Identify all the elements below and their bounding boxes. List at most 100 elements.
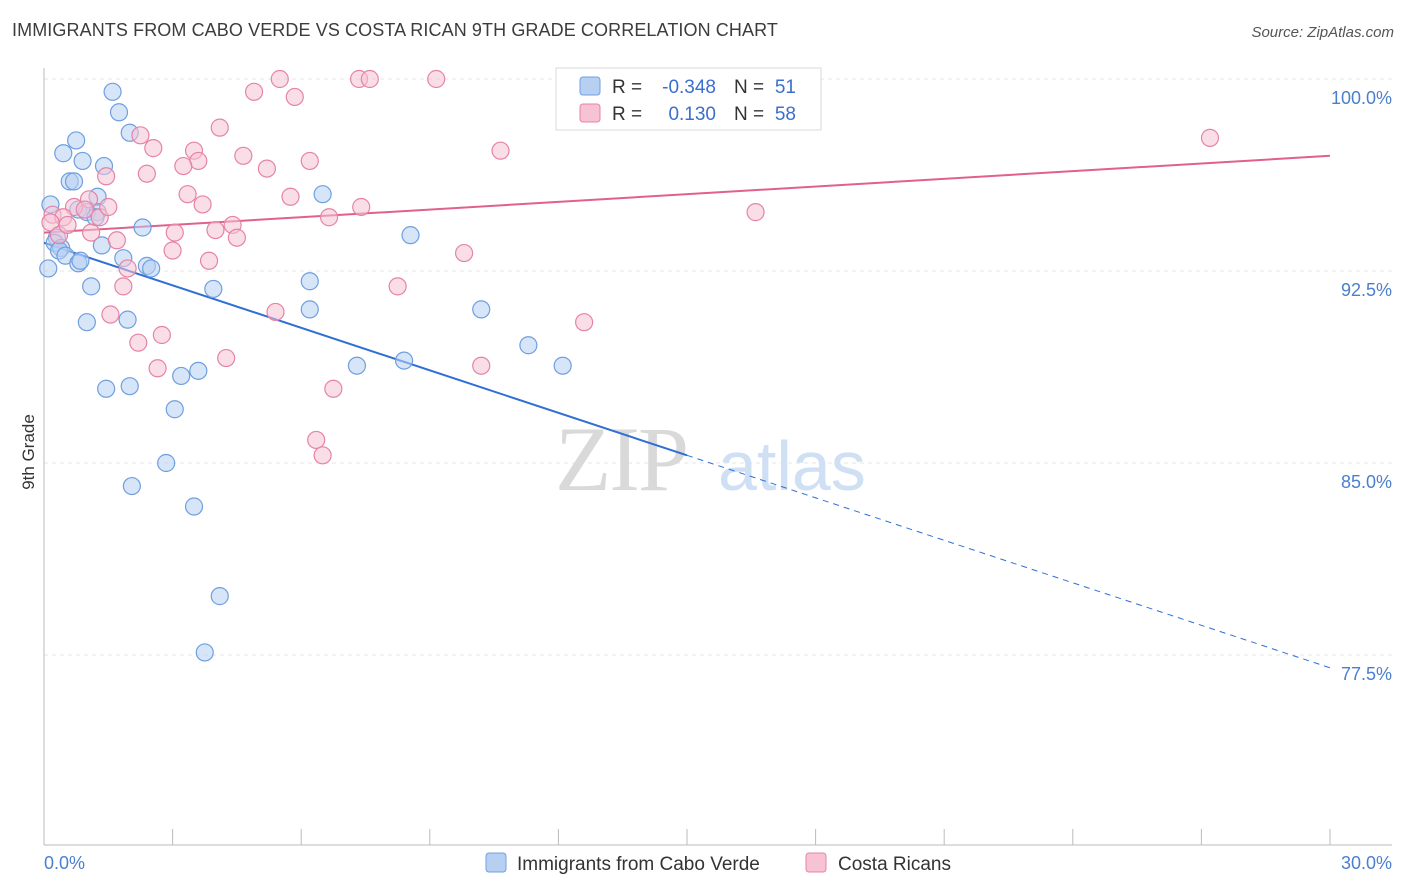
- point-cabo-verde: [157, 453, 176, 473]
- point-cabo-verde: [133, 218, 152, 237]
- point-costa-rican: [174, 156, 193, 176]
- point-costa-rican: [206, 220, 225, 240]
- point-costa-rican: [148, 359, 167, 378]
- point-costa-rican: [178, 185, 197, 204]
- point-cabo-verde: [120, 377, 139, 396]
- point-cabo-verde: [39, 259, 58, 278]
- y-tick-label: 85.0%: [1341, 472, 1392, 492]
- point-costa-rican: [491, 141, 510, 160]
- point-cabo-verde: [97, 379, 116, 398]
- point-cabo-verde: [394, 351, 414, 370]
- point-costa-rican: [227, 228, 246, 247]
- point-costa-rican: [97, 167, 116, 186]
- point-costa-rican: [388, 277, 407, 296]
- point-costa-rican: [163, 241, 182, 260]
- point-cabo-verde: [77, 313, 96, 332]
- point-costa-rican: [270, 69, 289, 89]
- axes: [43, 68, 1392, 846]
- point-cabo-verde: [401, 226, 420, 245]
- point-cabo-verde: [210, 587, 229, 606]
- point-costa-rican: [165, 223, 184, 242]
- point-costa-rican: [257, 159, 277, 178]
- y-tick-label: 77.5%: [1341, 664, 1392, 684]
- y-tick-labels: 77.5% 85.0% 92.5% 100.0%: [1331, 88, 1392, 684]
- trend-line-cabo-verde: [43, 241, 688, 457]
- point-cabo-verde: [54, 144, 73, 163]
- legend-label-costa-ricans: Costa Ricans: [838, 854, 951, 875]
- point-cabo-verde: [195, 643, 214, 662]
- point-cabo-verde: [165, 400, 184, 419]
- point-costa-rican: [144, 139, 163, 158]
- trend-lines: [43, 154, 1331, 669]
- stats-r-value-1: -0.348: [662, 77, 716, 98]
- point-costa-rican: [454, 243, 474, 263]
- y-tick-label: 100.0%: [1331, 88, 1392, 108]
- legend-label-cabo-verde: Immigrants from Cabo Verde: [517, 854, 760, 875]
- point-costa-rican: [746, 203, 765, 222]
- point-costa-rican: [75, 200, 94, 219]
- point-costa-rican: [152, 325, 171, 345]
- point-costa-rican: [58, 215, 77, 235]
- point-cabo-verde: [118, 310, 137, 329]
- point-costa-rican: [285, 87, 304, 107]
- point-cabo-verde: [204, 279, 223, 299]
- point-cabo-verde: [103, 82, 122, 101]
- y-axis-label: 9th Grade: [19, 414, 38, 490]
- point-cabo-verde: [347, 356, 367, 375]
- point-costa-rican: [472, 356, 491, 375]
- stats-n-label-1: N =: [734, 77, 764, 98]
- watermark-zip: ZIP: [555, 408, 687, 510]
- trend-line-costa-ricans: [43, 154, 1331, 234]
- point-costa-rican: [234, 146, 253, 165]
- point-costa-rican: [118, 259, 137, 278]
- point-costa-rican: [244, 82, 264, 101]
- point-costa-rican: [114, 277, 133, 296]
- stats-r-value-2: 0.130: [668, 104, 716, 125]
- stats-n-value-1: 51: [775, 77, 796, 98]
- point-cabo-verde: [313, 185, 332, 204]
- point-cabo-verde: [189, 361, 208, 380]
- source-credit: Source: ZipAtlas.com: [1251, 24, 1394, 41]
- series-legend: Immigrants from Cabo Verde Costa Ricans: [485, 852, 951, 875]
- x-tick-label: 0.0%: [44, 853, 85, 873]
- point-costa-rican: [137, 164, 156, 183]
- point-costa-rican: [217, 348, 236, 368]
- point-costa-rican: [107, 231, 126, 250]
- chart-title: IMMIGRANTS FROM CABO VERDE VS COSTA RICA…: [12, 20, 778, 40]
- trend-extension-cabo-verde: [686, 454, 1331, 669]
- point-costa-rican: [193, 195, 212, 214]
- point-costa-rican: [300, 151, 319, 171]
- stats-r-label-2: R =: [612, 104, 642, 125]
- point-cabo-verde: [67, 131, 86, 150]
- point-cabo-verde: [300, 272, 319, 291]
- point-costa-rican: [307, 430, 326, 450]
- point-cabo-verde: [172, 366, 191, 386]
- point-costa-rican: [281, 187, 300, 206]
- legend-swatch-cabo-verde: [485, 852, 507, 873]
- point-costa-rican: [129, 333, 148, 352]
- point-costa-rican: [360, 69, 379, 89]
- y-tick-label: 92.5%: [1341, 280, 1392, 300]
- point-costa-rican: [99, 197, 118, 217]
- point-costa-rican: [82, 223, 101, 242]
- point-cabo-verde: [553, 356, 572, 375]
- point-cabo-verde: [519, 336, 538, 355]
- stats-n-label-2: N =: [734, 104, 764, 125]
- point-cabo-verde: [184, 497, 204, 516]
- x-tick-labels: 0.0% 30.0%: [44, 853, 1392, 873]
- x-tick-label: 30.0%: [1341, 853, 1392, 873]
- point-cabo-verde: [64, 172, 84, 191]
- legend-swatch-costa-ricans: [805, 852, 827, 873]
- point-costa-rican: [319, 208, 339, 227]
- stats-swatch-pink: [579, 103, 601, 123]
- point-costa-rican: [199, 251, 219, 270]
- data-points: [39, 69, 1220, 662]
- stats-legend: R = -0.348 N = 51 R = 0.130 N = 58: [555, 67, 822, 131]
- point-costa-rican: [266, 302, 285, 322]
- point-cabo-verde: [122, 476, 141, 496]
- point-costa-rican: [101, 305, 120, 324]
- point-costa-rican: [210, 118, 229, 137]
- point-costa-rican: [313, 446, 332, 465]
- point-costa-rican: [352, 197, 371, 217]
